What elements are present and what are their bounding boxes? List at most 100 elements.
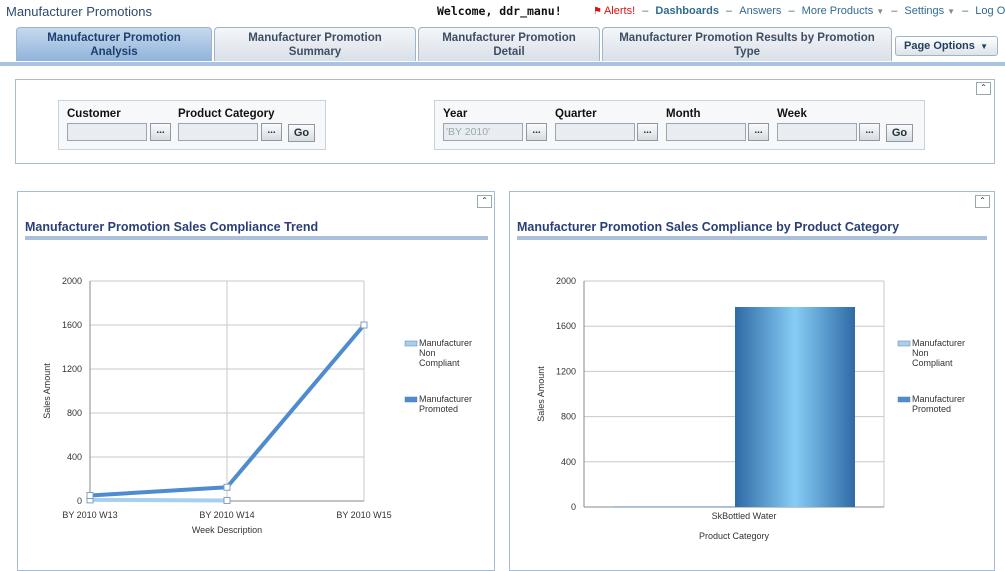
nav-separator: – [642,5,649,17]
legend-label: Manufacturer [419,394,472,404]
tab-label: Manufacturer Promotion Results by Promot… [619,31,875,58]
category-chart-section: ⌃ Manufacturer Promotion Sales Complianc… [509,191,995,571]
top-bar: Manufacturer Promotions Welcome, ddr_man… [0,0,1005,24]
legend-swatch [404,396,418,403]
y-tick-label: 0 [77,496,82,506]
trend-chart-section: ⌃ Manufacturer Promotion Sales Complianc… [17,191,495,571]
collapse-icon[interactable]: ⌃ [975,195,990,208]
data-point [223,496,231,504]
year-input[interactable]: 'BY 2010' [443,123,523,141]
quarter-label: Quarter [555,108,597,120]
nav-separator: – [788,5,795,17]
y-tick-label: 0 [571,502,576,512]
alert-flag-icon[interactable]: ⚑ [593,6,602,17]
customer-input[interactable] [67,123,147,141]
y-tick-label: 1600 [556,321,576,331]
settings-link[interactable]: Settings [904,5,945,17]
alerts-link[interactable]: Alerts! [603,5,636,17]
legend-label: Compliant [419,358,460,368]
legend-label: Non [419,348,436,358]
y-axis-title: Sales Amount [536,366,546,422]
legend-label: Manufacturer [912,338,965,348]
month-label: Month [666,108,701,120]
x-tick-label: SkBottled Water [712,511,777,521]
product-category-input[interactable] [178,123,258,141]
chart-title: Manufacturer Promotion Sales Compliance … [517,220,900,234]
collapse-icon[interactable]: ⌃ [976,82,991,95]
page-options-button[interactable]: Page Options ▼ [895,36,998,56]
legend-swatch [897,396,911,403]
y-tick-label: 400 [67,452,82,462]
answers-link[interactable]: Answers [739,5,782,17]
customer-browse-button[interactable]: ... [150,123,171,141]
tab-promotion-detail[interactable]: Manufacturer Promotion Detail [418,27,600,61]
app-title: Manufacturer Promotions [6,4,152,19]
y-tick-label: 1200 [556,366,576,376]
page-options-label: Page Options [904,40,975,52]
tab-promotion-analysis[interactable]: Manufacturer Promotion Analysis [16,27,212,61]
legend-swatch [404,340,418,347]
chevron-down-icon[interactable]: ▼ [947,7,956,16]
chevron-down-icon[interactable]: ▼ [876,7,885,16]
data-point [86,492,94,499]
legend-label: Promoted [419,404,458,414]
nav-separator: – [726,5,733,17]
y-tick-label: 1200 [62,364,82,374]
title-rule [25,236,488,240]
logout-link[interactable]: Log Out [975,5,1005,17]
customer-label: Customer [67,108,121,120]
trend-line-chart: 0 400 800 1200 1600 2000 Week Description Sales… [42,276,472,535]
dashboards-link[interactable]: Dashboards [655,5,719,17]
prompts-section: ⌃ Customer ... Product Category ... Go Y… [15,79,995,164]
collapse-icon[interactable]: ⌃ [477,195,492,208]
week-browse-button[interactable]: ... [859,123,880,141]
month-browse-button[interactable]: ... [748,123,769,141]
legend-label: Manufacturer [419,338,472,348]
quarter-browse-button[interactable]: ... [637,123,658,141]
nav-separator: – [891,5,898,17]
tab-promotion-summary[interactable]: Manufacturer Promotion Summary [214,27,416,61]
tab-results-by-promotion-type[interactable]: Manufacturer Promotion Results by Promot… [602,27,892,61]
week-label: Week [777,108,807,120]
legend-label: Promoted [912,404,951,414]
y-tick-label: 800 [67,408,82,418]
chevron-down-icon: ▼ [980,42,988,51]
more-products-link[interactable]: More Products [801,5,874,17]
legend-label: Manufacturer [912,394,965,404]
y-tick-label: 2000 [62,276,82,286]
x-tick-label: BY 2010 W14 [199,510,254,520]
global-nav: ⚑ Alerts! – Dashboards – Answers – More P… [593,5,1005,17]
x-tick-label: BY 2010 W13 [62,510,117,520]
legend-label: Non [912,348,929,358]
go-button[interactable]: Go [886,124,913,142]
dashboard-tabs: Manufacturer Promotion Analysis Manufact… [0,26,1005,66]
y-tick-label: 2000 [556,276,576,286]
x-axis-title: Product Category [699,531,770,541]
product-category-label: Product Category [178,108,275,120]
welcome-text: Welcome, ddr_manu! [437,4,562,18]
category-bar-chart: 0 400 800 1200 1600 2000 Product Category Sales… [536,276,965,541]
legend-swatch [897,340,911,347]
title-rule [517,236,987,240]
bar-promoted [735,306,855,507]
year-browse-button[interactable]: ... [526,123,547,141]
go-button[interactable]: Go [288,124,315,142]
time-prompt-group: Year 'BY 2010' ... Quarter ... Month ...… [434,100,925,150]
tab-label: Manufacturer Promotion Analysis [47,31,181,58]
y-axis-title: Sales Amount [42,363,52,419]
week-input[interactable] [777,123,857,141]
data-point [360,321,368,329]
legend-label: Compliant [912,358,953,368]
year-label: Year [443,108,468,120]
series-line [89,497,228,503]
x-axis-title: Week Description [192,525,262,535]
y-tick-label: 800 [561,412,576,422]
month-input[interactable] [666,123,746,141]
x-tick-label: BY 2010 W15 [336,510,391,520]
quarter-input[interactable] [555,123,635,141]
nav-separator: – [962,5,969,17]
bar-non-compliant [614,506,734,507]
y-tick-label: 400 [561,457,576,467]
tab-label: Manufacturer Promotion Summary [248,31,382,58]
product-category-browse-button[interactable]: ... [261,123,282,141]
